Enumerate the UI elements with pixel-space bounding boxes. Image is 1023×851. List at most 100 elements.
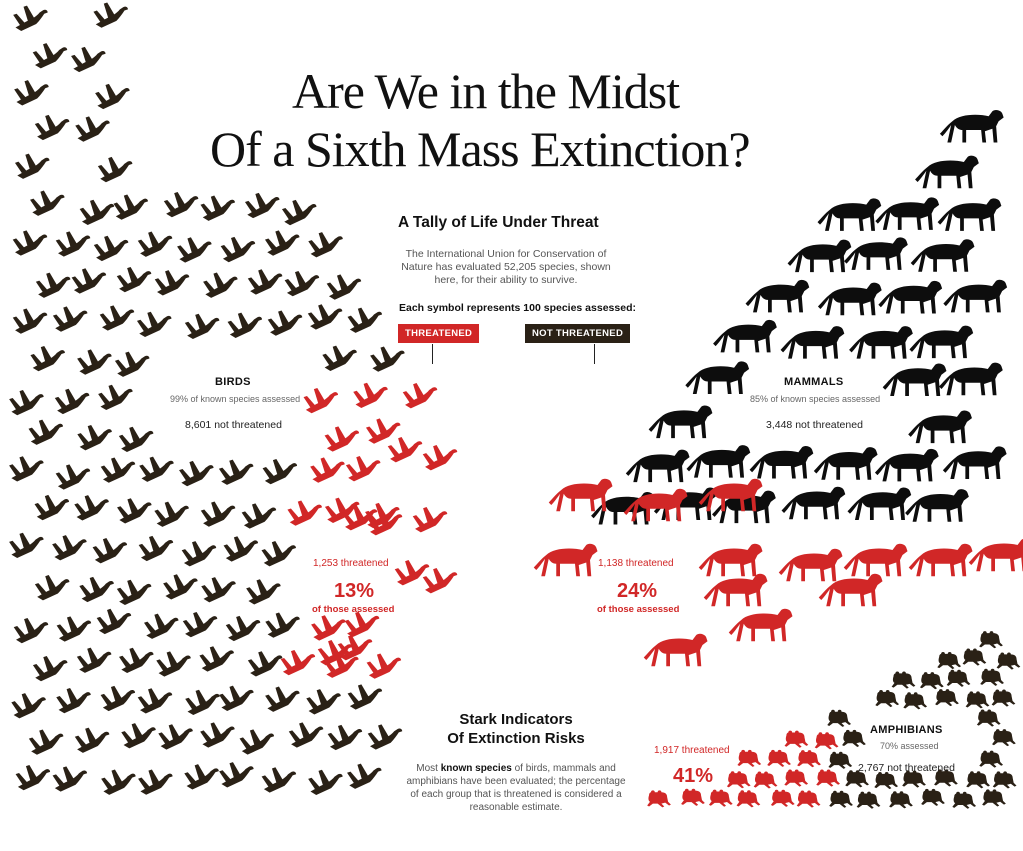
cougar-icon [749, 445, 814, 479]
threatened-bird-icon [345, 456, 381, 482]
bird-icon [201, 577, 236, 603]
title-line-2: Of a Sixth Mass Extinction? [210, 121, 751, 177]
bird-icon [113, 194, 148, 220]
cougar-icon [937, 198, 1002, 231]
legend-not-threatened-arrow [594, 344, 595, 364]
bird-icon [34, 575, 70, 601]
bird-icon [98, 384, 133, 411]
amphibians-not-threatened: 2,767 not threatened [858, 762, 955, 774]
cougar-icon [847, 487, 912, 521]
bird-icon [13, 617, 49, 644]
bird-icon [179, 460, 214, 487]
bird-icon [267, 310, 303, 336]
mammals-threatened: 1,138 threatened [598, 558, 674, 569]
bird-icon [75, 116, 110, 142]
threatened-cougar-icon [643, 633, 708, 667]
intro-text: The International Union for Conservation… [401, 248, 611, 286]
bird-icon [347, 763, 382, 789]
frog-icon [976, 709, 1001, 727]
mammals-percent-label: of those assessed [597, 604, 680, 615]
cougar-icon [942, 446, 1007, 479]
bird-icon [264, 230, 300, 256]
bird-icon [97, 156, 133, 183]
threatened-bird-icon [280, 649, 316, 676]
bird-icon [118, 426, 154, 453]
bird-icon [154, 270, 190, 296]
frog-icon [962, 648, 987, 666]
threatened-bird-icon [422, 568, 458, 594]
bird-icon [347, 307, 383, 333]
frog-icon [935, 689, 959, 707]
cougar-icon [844, 237, 908, 270]
frog-icon [828, 751, 853, 769]
bird-icon [12, 230, 48, 256]
cougar-icon [781, 486, 846, 520]
bird-icon [77, 349, 112, 375]
threatened-frog-icon [736, 790, 761, 808]
cougar-icon [685, 361, 750, 394]
frog-icon [952, 791, 977, 809]
bird-icon [288, 722, 324, 748]
bird-icon [200, 195, 235, 221]
frog-icon [829, 790, 853, 808]
frog-icon [979, 750, 1004, 768]
stark-note-pre: Most [416, 763, 441, 774]
bird-icon [93, 2, 128, 28]
bird-icon [281, 199, 317, 226]
amphibians-label: AMPHIBIANS [870, 724, 943, 736]
threatened-cougar-icon [623, 488, 688, 522]
threatened-cougar-icon [843, 543, 908, 577]
cougar-icon [905, 489, 969, 522]
bird-icon [14, 80, 49, 106]
frog-icon [966, 771, 990, 789]
cougar-icon [943, 279, 1008, 313]
bird-icon [218, 459, 254, 485]
bird-icon [34, 114, 70, 141]
bird-icon [261, 541, 296, 567]
frog-icon [992, 729, 1016, 747]
threatened-frog-icon [784, 769, 809, 787]
bird-icon [177, 237, 212, 263]
threatened-bird-icon [412, 507, 448, 533]
threatened-bird-icon [387, 437, 423, 463]
bird-icon [95, 83, 130, 110]
cougar-icon [939, 109, 1004, 143]
cougar-icon [745, 279, 810, 313]
cougar-icon [915, 155, 979, 189]
bird-icon [28, 729, 64, 755]
threatened-cougar-icon [548, 478, 613, 512]
bird-icon [220, 236, 256, 263]
threatened-bird-icon [324, 497, 360, 523]
bird-icon [117, 498, 152, 524]
stark-note: Most known species of birds, mammals and… [406, 762, 626, 814]
bird-icon [136, 311, 172, 338]
bird-icon [203, 272, 238, 298]
bird-icon [163, 574, 198, 600]
threatened-frog-icon [737, 749, 762, 767]
cougar-icon [686, 445, 751, 478]
amphibians-percent: 41% [673, 765, 714, 787]
bird-icon [241, 503, 277, 529]
bird-icon [101, 769, 136, 795]
mammals-label: MAMMALS [784, 376, 844, 388]
bird-icon [71, 46, 106, 73]
bird-icon [9, 532, 44, 559]
bird-icon [246, 579, 281, 605]
bird-icon [163, 191, 199, 218]
threatened-cougar-icon [533, 543, 598, 577]
bird-icon [225, 615, 261, 642]
cougar-icon [882, 363, 947, 397]
bird-icon [265, 612, 300, 638]
cougar-icon [874, 448, 939, 482]
birds-label: BIRDS [215, 376, 251, 388]
bird-icon [139, 456, 174, 482]
bird-icon [93, 235, 129, 262]
bird-icon [12, 308, 48, 334]
bird-icon [262, 459, 298, 485]
bird-icon [247, 651, 283, 677]
bird-icon [71, 268, 107, 294]
threatened-cougar-icon [968, 538, 1023, 572]
bird-icon [52, 766, 88, 792]
threatened-frog-icon [814, 732, 839, 750]
bird-icon [121, 723, 156, 749]
